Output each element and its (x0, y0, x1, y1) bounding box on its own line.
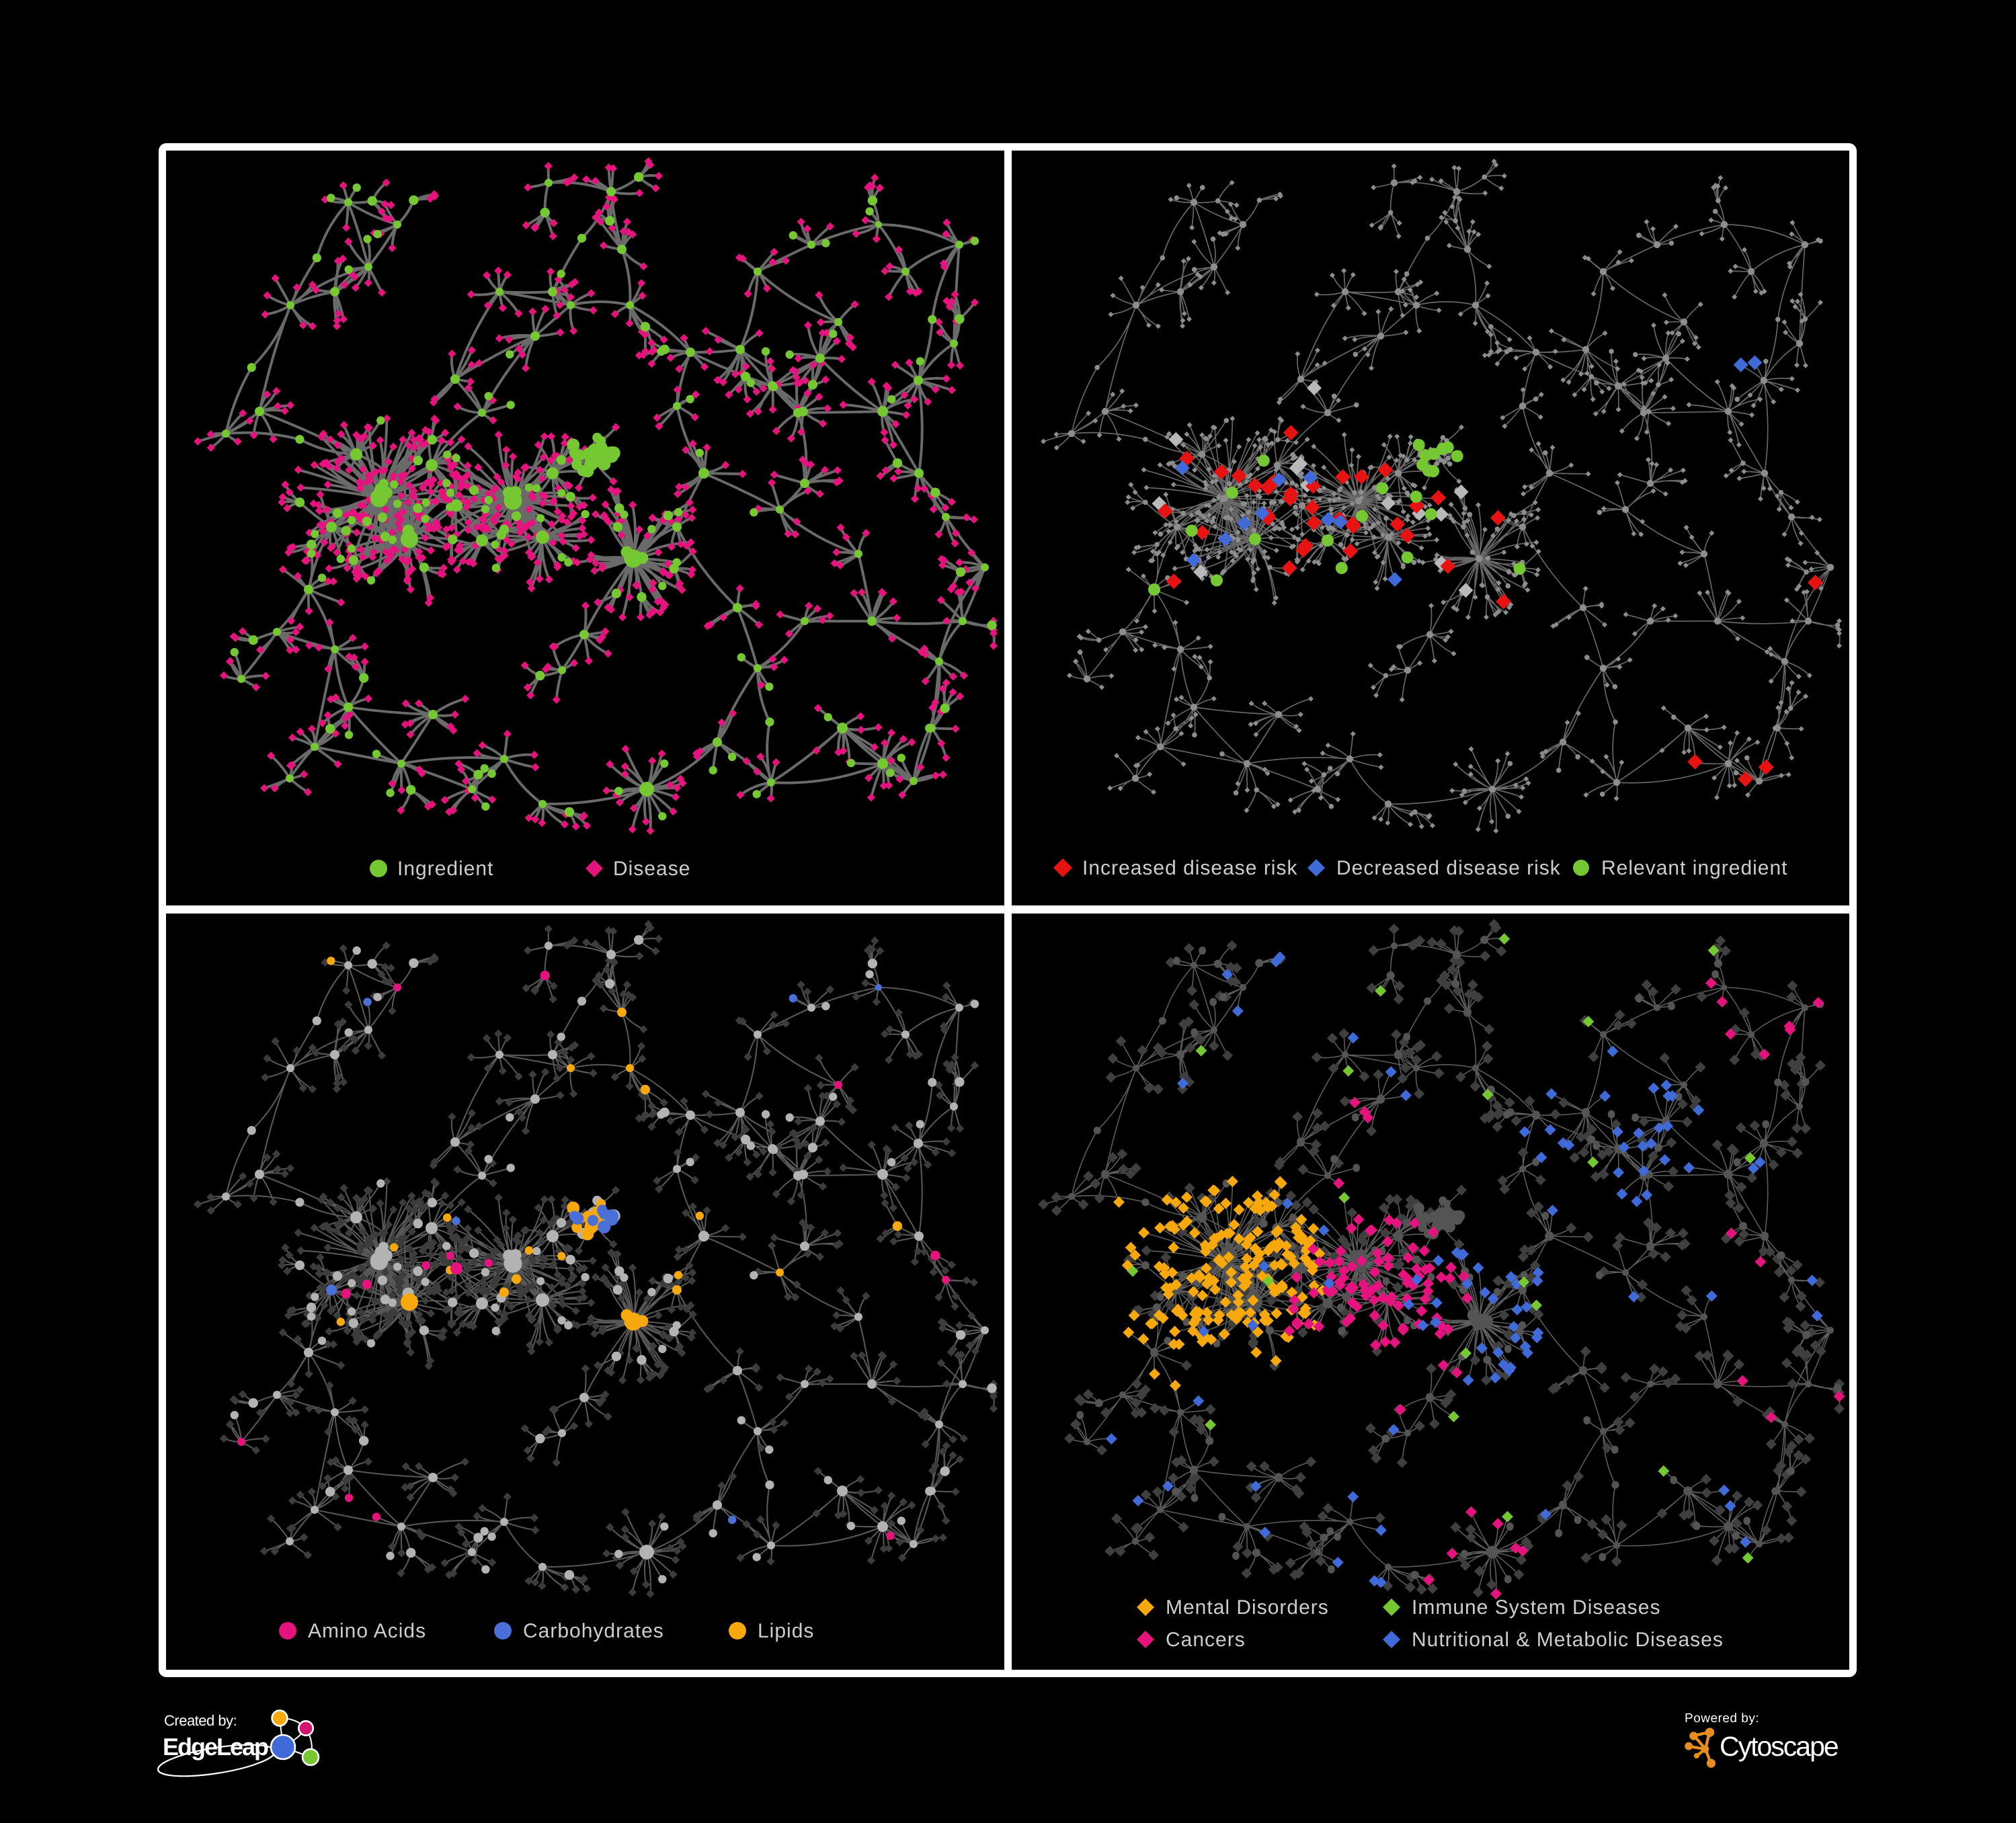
svg-text:Mental Disorders: Mental Disorders (1166, 1596, 1329, 1619)
svg-text:Nutritional & Metabolic Diseas: Nutritional & Metabolic Diseases (1412, 1629, 1724, 1651)
svg-text:Lipids: Lipids (758, 1620, 814, 1642)
svg-text:Carbohydrates: Carbohydrates (523, 1620, 664, 1642)
svg-text:Cytoscape: Cytoscape (1720, 1731, 1838, 1762)
svg-text:Created by:: Created by: (164, 1712, 237, 1729)
svg-text:Cancers: Cancers (1166, 1629, 1246, 1651)
svg-text:Increased disease risk: Increased disease risk (1082, 857, 1297, 879)
svg-text:Ingredient: Ingredient (397, 858, 493, 880)
svg-text:Disease: Disease (613, 858, 690, 880)
svg-text:Immune System Diseases: Immune System Diseases (1412, 1596, 1660, 1619)
svg-text:Amino Acids: Amino Acids (308, 1620, 426, 1642)
svg-text:Decreased disease risk: Decreased disease risk (1336, 857, 1561, 879)
svg-text:Relevant ingredient: Relevant ingredient (1601, 857, 1788, 879)
svg-text:Powered by:: Powered by: (1685, 1711, 1759, 1726)
